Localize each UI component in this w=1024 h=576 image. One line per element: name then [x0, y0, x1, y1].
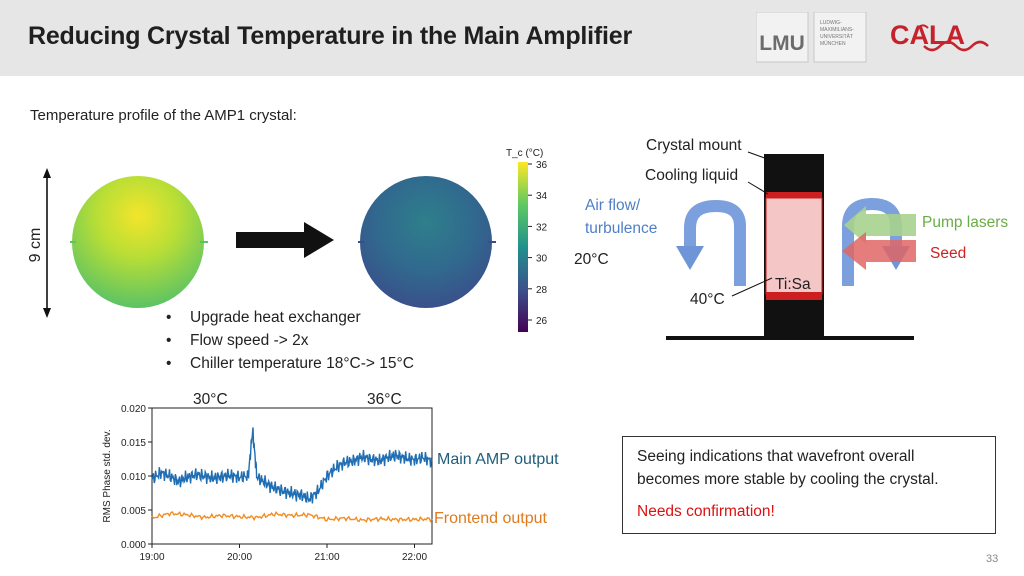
crystal-mount-label: Crystal mount: [646, 137, 742, 154]
list-item: Flow speed -> 2x: [166, 329, 414, 352]
conclusion-note: Seeing indications that wavefront overal…: [622, 436, 996, 534]
ti-sa-label: Ti:Sa: [775, 276, 811, 293]
temperature-maps: [70, 176, 496, 308]
pump-lasers-label: Pump lasers: [922, 214, 1009, 231]
colorbar-tick-label: 30: [536, 254, 548, 265]
cooling-liquid-top: [766, 192, 822, 200]
seed-label: Seed: [930, 245, 967, 262]
temp-20-label: 20°C: [574, 251, 609, 268]
colorbar-label: T_c (°C): [506, 148, 543, 159]
colorbar-ticks: 36 34 32 30 28 26: [528, 160, 548, 327]
improvement-list: Upgrade heat exchanger Flow speed -> 2x …: [166, 306, 414, 375]
y-axis-label: RMS Phase std. dev.: [102, 429, 113, 522]
note-line: becomes more stable by cooling the cryst…: [637, 471, 939, 488]
colorbar-tick-label: 36: [536, 160, 548, 171]
chart-series: [151, 427, 433, 524]
cala-logo-text: CALA: [890, 20, 965, 50]
y-tick-label: 0.005: [121, 506, 146, 517]
pump-laser-beam: [866, 214, 916, 236]
colorbar-tick-label: 26: [536, 316, 548, 327]
lmu-logo: LMU LUDWIG- MAXIMILIANS- UNIVERSITÄT MÜN…: [756, 12, 867, 63]
size-label: 9 cm: [27, 227, 44, 263]
page-number: 33: [986, 553, 999, 565]
list-item: Chiller temperature 18°C-> 15°C: [166, 352, 414, 375]
svg-text:UNIVERSITÄT: UNIVERSITÄT: [820, 33, 853, 40]
seed-beam: [866, 240, 916, 262]
temp-40-label: 40°C: [690, 291, 725, 308]
temp-36-annotation: 36°C: [367, 391, 402, 408]
air-flow-arrow: [684, 199, 746, 286]
slide-title: Reducing Crystal Temperature in the Main…: [28, 22, 633, 50]
section-subtitle: Temperature profile of the AMP1 crystal:: [30, 107, 297, 124]
air-flow-label: Air flow/: [585, 197, 641, 214]
x-tick-label: 21:00: [314, 552, 339, 563]
colorbar-tick-label: 28: [536, 285, 548, 296]
frontend-series-line: [151, 510, 433, 524]
size-dimension-arrow: [43, 168, 51, 318]
amplifier-diagram: [666, 151, 916, 340]
x-tick-label: 20:00: [227, 552, 252, 563]
y-tick-label: 0.000: [121, 540, 146, 551]
after-temperature-map: [360, 176, 492, 308]
colorbar-tick-label: 32: [536, 222, 548, 233]
y-tick-label: 0.020: [121, 404, 146, 415]
temp-30-annotation: 30°C: [193, 391, 228, 408]
note-warning: Needs confirmation!: [637, 503, 775, 520]
main-amp-legend: Main AMP output: [437, 451, 559, 468]
lmu-logo-text: LMU: [759, 32, 805, 55]
x-tick-label: 22:00: [402, 552, 427, 563]
cooling-liquid-bottom: [766, 292, 822, 300]
air-flow-label-2: turbulence: [585, 220, 658, 237]
colorbar-tick-label: 34: [536, 191, 548, 202]
main-amp-series-line: [151, 427, 433, 504]
colorbar: T_c (°C) 36 34 32 30 28 26: [506, 148, 548, 332]
svg-text:MÜNCHEN: MÜNCHEN: [820, 40, 846, 47]
right-arrow-icon: [236, 222, 334, 258]
x-tick-label: 19:00: [139, 552, 164, 563]
y-tick-label: 0.010: [121, 472, 146, 483]
svg-text:MAXIMILIANS-: MAXIMILIANS-: [820, 27, 854, 33]
cala-logo: CALA: [890, 20, 989, 52]
y-tick-label: 0.015: [121, 438, 146, 449]
frontend-legend: Frontend output: [434, 510, 547, 527]
list-item: Upgrade heat exchanger: [166, 306, 414, 329]
cooling-liquid-label: Cooling liquid: [645, 167, 739, 184]
note-line: Seeing indications that wavefront overal…: [637, 448, 915, 465]
before-temperature-map: [72, 176, 204, 308]
base-plate: [666, 336, 914, 340]
lmu-logo-subtext: LUDWIG-: [820, 20, 842, 26]
